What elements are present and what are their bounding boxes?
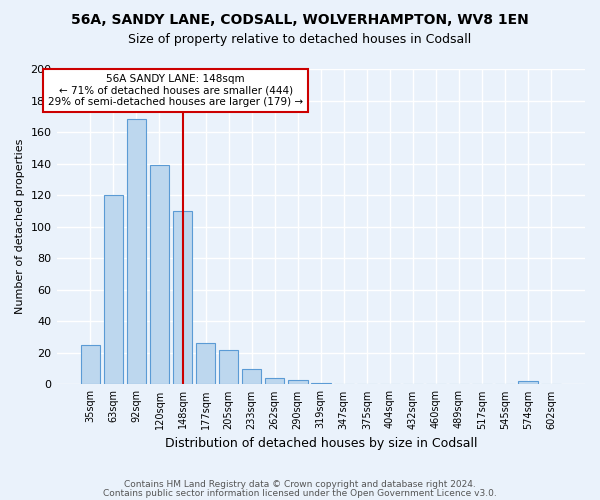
Bar	[149, 165, 169, 384]
Bar	[288, 380, 308, 384]
Bar	[173, 211, 193, 384]
Bar	[104, 195, 123, 384]
Text: Size of property relative to detached houses in Codsall: Size of property relative to detached ho…	[128, 32, 472, 46]
Text: 56A SANDY LANE: 148sqm
← 71% of detached houses are smaller (444)
29% of semi-de: 56A SANDY LANE: 148sqm ← 71% of detached…	[48, 74, 303, 107]
Bar	[80, 345, 100, 385]
Bar	[219, 350, 238, 384]
Text: Contains public sector information licensed under the Open Government Licence v3: Contains public sector information licen…	[103, 489, 497, 498]
Bar	[518, 382, 538, 384]
X-axis label: Distribution of detached houses by size in Codsall: Distribution of detached houses by size …	[164, 437, 477, 450]
Bar	[196, 344, 215, 384]
Text: 56A, SANDY LANE, CODSALL, WOLVERHAMPTON, WV8 1EN: 56A, SANDY LANE, CODSALL, WOLVERHAMPTON,…	[71, 12, 529, 26]
Text: Contains HM Land Registry data © Crown copyright and database right 2024.: Contains HM Land Registry data © Crown c…	[124, 480, 476, 489]
Y-axis label: Number of detached properties: Number of detached properties	[15, 139, 25, 314]
Bar	[242, 368, 262, 384]
Bar	[311, 383, 331, 384]
Bar	[265, 378, 284, 384]
Bar	[127, 120, 146, 384]
